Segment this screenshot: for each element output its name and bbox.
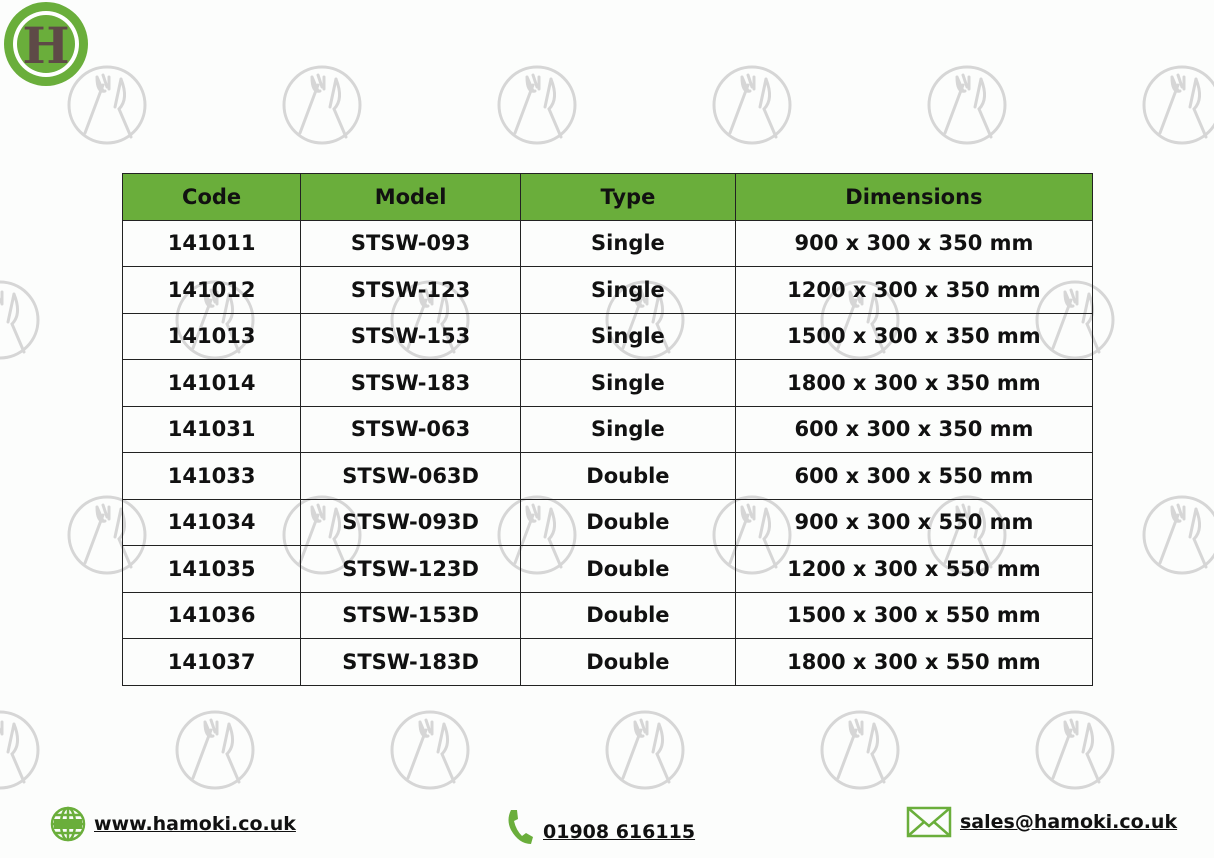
- table-row: 141013 STSW-153 Single 1500 x 300 x 350 mm: [121, 312, 1094, 360]
- dimensions-cell: 600 x 300 x 350 mm: [734, 405, 1094, 453]
- type-cell: Double: [519, 591, 736, 639]
- dimensions-cell: 1800 x 300 x 350 mm: [734, 359, 1094, 407]
- type-cell: Single: [519, 405, 736, 453]
- dimensions-cell: 900 x 300 x 350 mm: [734, 219, 1094, 267]
- dimensions-cell: 1800 x 300 x 550 mm: [734, 638, 1094, 686]
- table-row: 141012 STSW-123 Single 1200 x 300 x 350 mm: [121, 266, 1094, 314]
- phone-link[interactable]: 01908 616115: [505, 808, 695, 846]
- website-link[interactable]: www.hamoki.co.uk: [50, 806, 296, 842]
- table-row: 141031 STSW-063 Single 600 x 300 x 350 mm: [121, 405, 1094, 453]
- website-text: www.hamoki.co.uk: [94, 813, 296, 835]
- dimensions-cell: 900 x 300 x 550 mm: [734, 498, 1094, 546]
- type-cell: Single: [519, 266, 736, 314]
- column-header-code: Code: [121, 173, 302, 221]
- email-link[interactable]: sales@hamoki.co.uk: [906, 806, 1177, 838]
- code-cell: 141014: [121, 359, 302, 407]
- code-cell: 141035: [121, 545, 302, 593]
- model-cell: STSW-183: [300, 359, 521, 407]
- type-cell: Single: [519, 219, 736, 267]
- code-cell: 141013: [121, 312, 302, 360]
- table-row: 141034 STSW-093D Double 900 x 300 x 550 mm: [121, 498, 1094, 546]
- code-cell: 141031: [121, 405, 302, 453]
- envelope-icon: [906, 806, 952, 838]
- hamoki-logo: H: [4, 2, 88, 86]
- model-cell: STSW-153: [300, 312, 521, 360]
- table-row: 141014 STSW-183 Single 1800 x 300 x 350 mm: [121, 359, 1094, 407]
- globe-icon: [50, 806, 86, 842]
- column-header-model: Model: [300, 173, 521, 221]
- table-row: 141037 STSW-183D Double 1800 x 300 x 550 mm: [121, 638, 1094, 686]
- code-cell: 141011: [121, 219, 302, 267]
- dimensions-cell: 600 x 300 x 550 mm: [734, 452, 1094, 500]
- type-cell: Single: [519, 359, 736, 407]
- table-row: 141033 STSW-063D Double 600 x 300 x 550 mm: [121, 452, 1094, 500]
- column-header-type: Type: [519, 173, 736, 221]
- dimensions-cell: 1200 x 300 x 550 mm: [734, 545, 1094, 593]
- model-cell: STSW-063D: [300, 452, 521, 500]
- model-cell: STSW-123D: [300, 545, 521, 593]
- email-text: sales@hamoki.co.uk: [960, 811, 1178, 833]
- model-cell: STSW-183D: [300, 638, 521, 686]
- table-row: 141011 STSW-093 Single 900 x 300 x 350 mm: [121, 219, 1094, 267]
- code-cell: 141033: [121, 452, 302, 500]
- type-cell: Double: [519, 452, 736, 500]
- code-cell: 141036: [121, 591, 302, 639]
- logo-letter: H: [22, 16, 69, 75]
- dimensions-cell: 1200 x 300 x 350 mm: [734, 266, 1094, 314]
- column-header-dimensions: Dimensions: [734, 173, 1094, 221]
- type-cell: Single: [519, 312, 736, 360]
- model-cell: STSW-093: [300, 219, 521, 267]
- table-header-row: Code Model Type Dimensions: [121, 173, 1094, 221]
- code-cell: 141034: [121, 498, 302, 546]
- type-cell: Double: [519, 638, 736, 686]
- model-cell: STSW-153D: [300, 591, 521, 639]
- code-cell: 141012: [121, 266, 302, 314]
- model-cell: STSW-063: [300, 405, 521, 453]
- table-row: 141036 STSW-153D Double 1500 x 300 x 550 mm: [121, 591, 1094, 639]
- code-cell: 141037: [121, 638, 302, 686]
- type-cell: Double: [519, 498, 736, 546]
- phone-text: 01908 616115: [543, 821, 696, 843]
- phone-icon: [508, 810, 533, 844]
- type-cell: Double: [519, 545, 736, 593]
- table-row: 141035 STSW-123D Double 1200 x 300 x 550 mm: [121, 545, 1094, 593]
- product-table: Code Model Type Dimensions 141011 STSW-093 Si…: [121, 173, 1094, 686]
- model-cell: STSW-093D: [300, 498, 521, 546]
- dimensions-cell: 1500 x 300 x 350 mm: [734, 312, 1094, 360]
- model-cell: STSW-123: [300, 266, 521, 314]
- dimensions-cell: 1500 x 300 x 550 mm: [734, 591, 1094, 639]
